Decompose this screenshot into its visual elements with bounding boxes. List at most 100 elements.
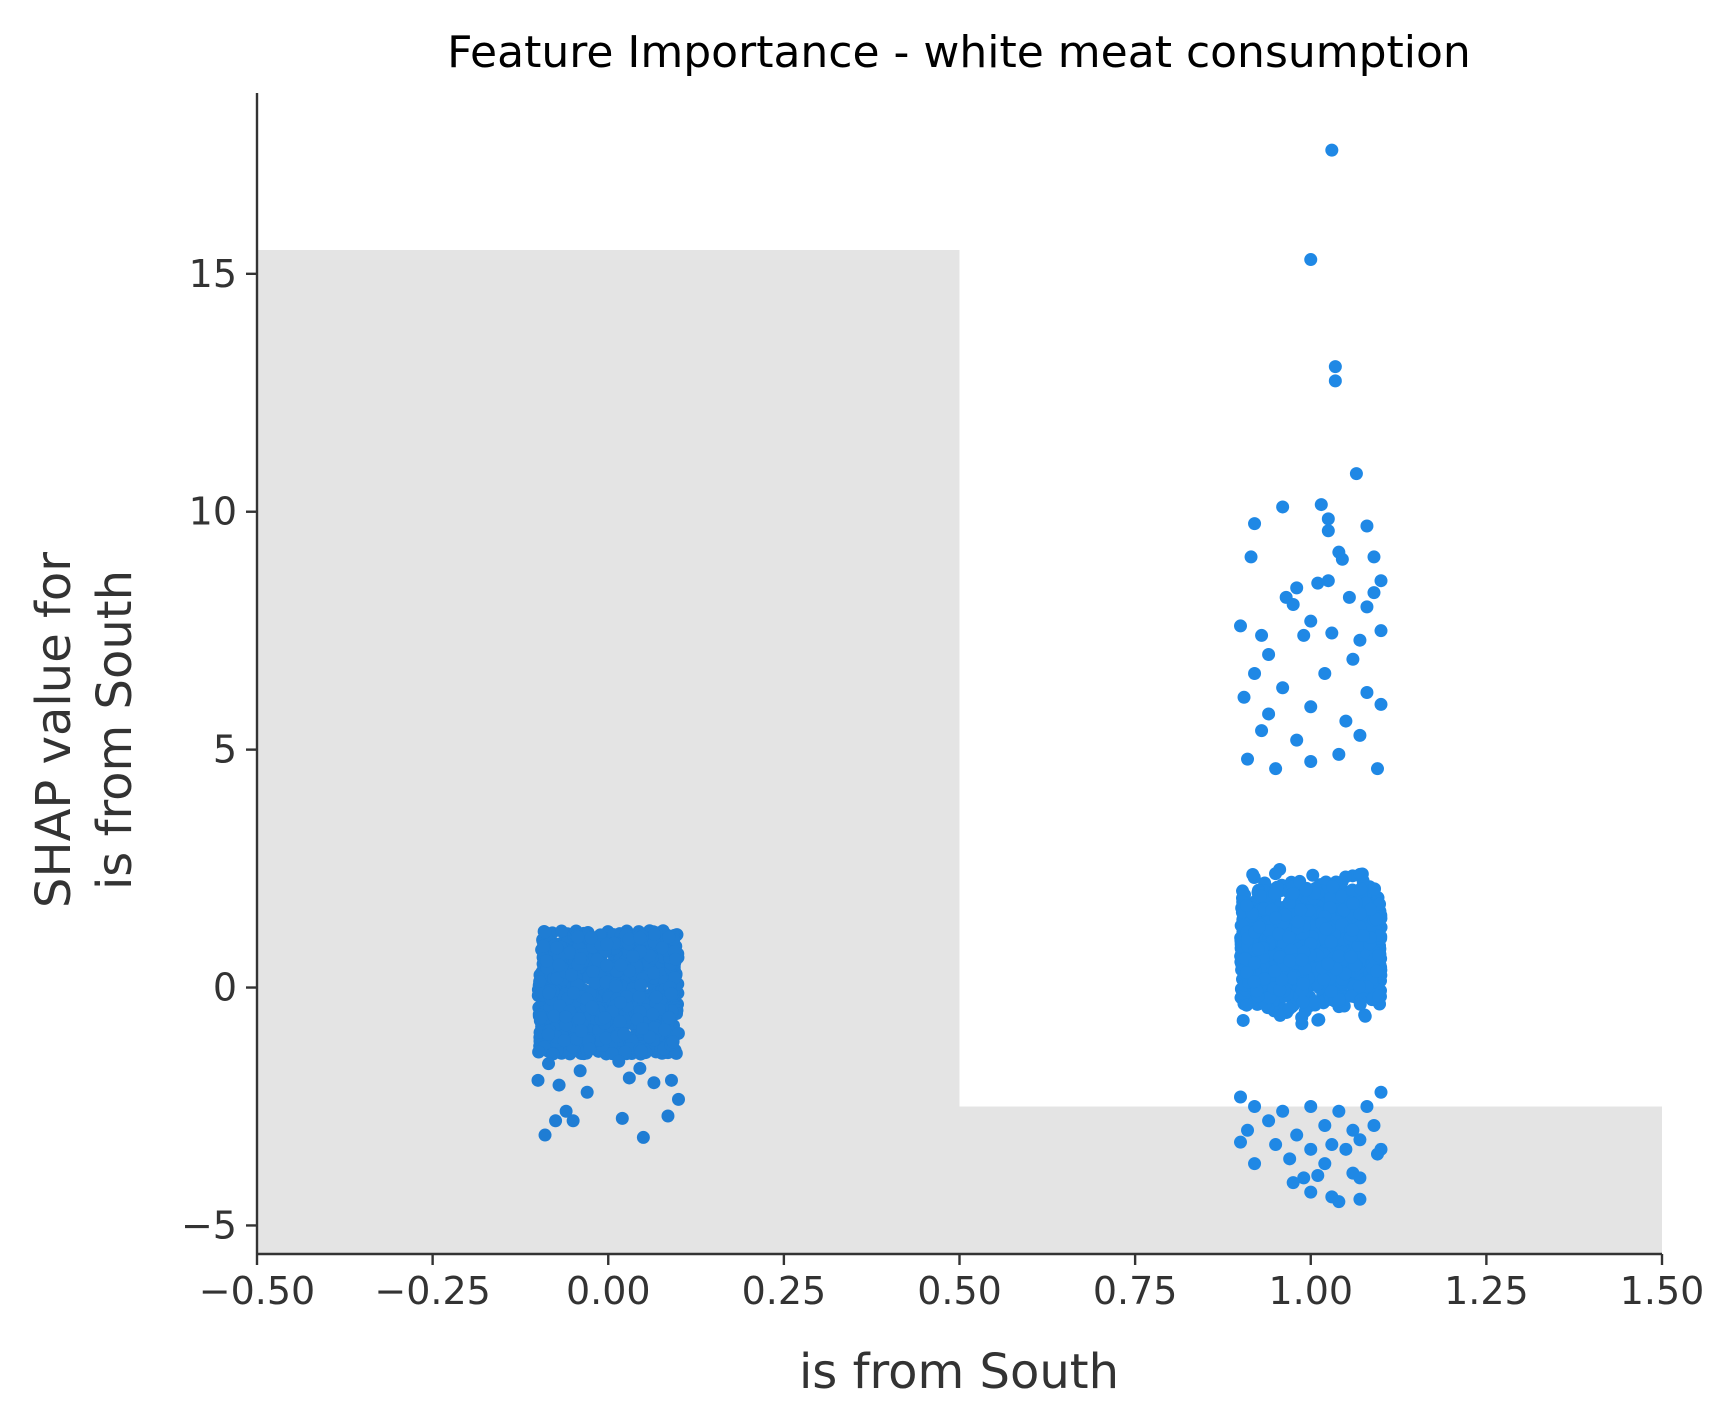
data-point-cat1 [1360, 600, 1374, 614]
data-point-cat1 [1360, 686, 1374, 700]
data-point-cat1 [1370, 964, 1384, 978]
data-point-cat1 [1269, 762, 1283, 776]
x-tick-label: 0.75 [1093, 1269, 1178, 1313]
data-point-cat1 [1335, 552, 1349, 566]
data-point-cat1 [1241, 1123, 1255, 1137]
data-point-cat1 [1374, 697, 1388, 711]
data-point-cat0 [661, 1109, 675, 1123]
data-point-cat1 [1311, 576, 1325, 590]
data-point-cat1 [1321, 574, 1335, 588]
data-point-cat0 [626, 949, 640, 963]
histogram-layer [257, 250, 1662, 1254]
y-axis-label-line-2: is from South [87, 570, 143, 890]
data-point-cat0 [567, 986, 581, 1000]
data-point-cat0 [547, 1009, 561, 1023]
data-point-cat1 [1321, 524, 1335, 538]
data-point-cat0 [542, 1057, 556, 1071]
data-point-cat1 [1295, 953, 1309, 967]
y-tick-label: 0 [213, 966, 237, 1010]
data-point-cat1 [1372, 989, 1386, 1003]
data-point-cat0 [572, 1012, 586, 1026]
data-point-cat1 [1269, 911, 1283, 925]
data-point-cat1 [1286, 886, 1300, 900]
data-point-cat1 [1332, 949, 1346, 963]
data-point-cat0 [574, 1024, 588, 1038]
data-point-cat1 [1304, 1142, 1318, 1156]
data-point-cat0 [542, 986, 556, 1000]
data-point-cat0 [647, 928, 661, 942]
data-point-cat1 [1324, 984, 1338, 998]
data-point-cat1 [1294, 903, 1308, 917]
data-point-cat0 [552, 1078, 566, 1092]
x-tick-label: 0.25 [742, 1269, 827, 1313]
data-point-cat0 [647, 1076, 661, 1090]
data-point-cat1 [1346, 923, 1360, 937]
data-point-cat1 [1370, 1147, 1384, 1161]
data-point-cat1 [1319, 922, 1333, 936]
data-point-cat1 [1291, 915, 1305, 929]
data-point-cat0 [590, 953, 604, 967]
data-point-cat1 [1283, 1152, 1297, 1166]
data-point-cat0 [566, 1114, 580, 1128]
data-point-cat1 [1325, 626, 1339, 640]
data-point-cat1 [1304, 253, 1318, 267]
data-point-cat0 [614, 958, 628, 972]
data-point-cat1 [1276, 500, 1290, 514]
data-point-cat0 [540, 954, 554, 968]
data-point-cat1 [1297, 1171, 1311, 1185]
data-point-cat1 [1321, 957, 1335, 971]
data-point-cat0 [612, 1054, 626, 1068]
data-point-cat0 [552, 958, 566, 972]
data-point-cat1 [1272, 927, 1286, 941]
data-point-cat1 [1244, 550, 1258, 564]
data-point-cat0 [668, 952, 682, 966]
data-point-cat1 [1262, 707, 1276, 721]
data-point-cat0 [598, 1011, 612, 1025]
data-point-cat1 [1273, 1008, 1287, 1022]
data-point-cat1 [1257, 972, 1271, 986]
x-ticks: −0.50 −0.25 0.00 0.25 0.50 0.75 1.00 1.25 1.50 [199, 1254, 1704, 1313]
data-point-cat1 [1332, 1195, 1346, 1209]
data-point-cat0 [573, 1064, 587, 1078]
data-point-cat1 [1353, 997, 1367, 1011]
data-point-cat1 [1360, 519, 1374, 533]
data-point-cat1 [1255, 628, 1269, 642]
data-point-cat1 [1273, 983, 1287, 997]
data-point-cat1 [1297, 628, 1311, 642]
data-point-cat1 [1306, 868, 1320, 882]
data-point-cat1 [1311, 1013, 1325, 1027]
data-point-cat0 [588, 976, 602, 990]
data-point-cat1 [1346, 652, 1360, 666]
data-point-cat1 [1346, 896, 1360, 910]
data-point-cat1 [1367, 550, 1381, 564]
x-tick-label: 1.00 [1268, 1269, 1353, 1313]
data-point-cat0 [662, 930, 676, 944]
histogram-bar-1 [959, 1106, 1662, 1254]
data-point-cat1 [1262, 647, 1276, 661]
data-point-cat0 [559, 1104, 573, 1118]
x-tick-label: 0.00 [566, 1269, 651, 1313]
data-point-cat0 [615, 1111, 629, 1125]
data-point-cat1 [1269, 867, 1283, 881]
data-point-cat1 [1367, 1119, 1381, 1133]
data-point-cat1 [1339, 1142, 1353, 1156]
data-point-cat0 [632, 990, 646, 1004]
data-point-cat1 [1374, 1085, 1388, 1099]
data-point-cat1 [1248, 1157, 1262, 1171]
data-point-cat1 [1367, 586, 1381, 600]
data-point-cat1 [1286, 598, 1300, 612]
data-point-cat1 [1269, 1138, 1283, 1152]
data-point-cat1 [1311, 1168, 1325, 1182]
data-point-cat0 [622, 932, 636, 946]
data-point-cat1 [1262, 1114, 1276, 1128]
data-point-cat1 [1318, 667, 1332, 680]
data-point-cat0 [565, 968, 579, 982]
data-point-cat0 [571, 930, 585, 944]
data-point-cat0 [532, 1045, 546, 1059]
data-point-cat1 [1339, 714, 1353, 728]
data-point-cat1 [1372, 948, 1386, 962]
data-point-cat1 [1253, 889, 1267, 903]
data-point-cat0 [531, 1073, 545, 1087]
data-point-cat0 [580, 1085, 594, 1099]
